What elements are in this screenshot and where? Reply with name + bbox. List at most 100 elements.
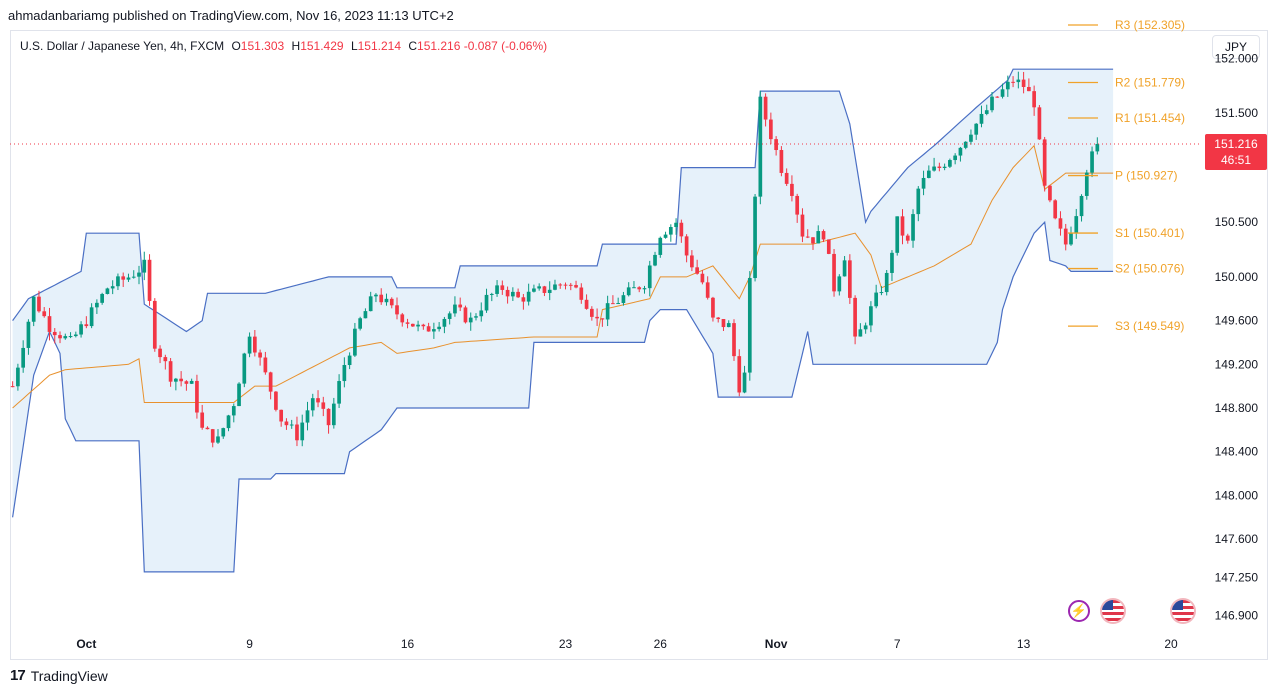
candle-body (258, 352, 262, 358)
footer-brand-name: TradingView (30, 667, 108, 684)
channel-upper-line (12, 68, 1114, 333)
candle-body (110, 286, 115, 289)
candle-body (468, 317, 473, 323)
candle-body (700, 273, 705, 283)
candle-body (695, 267, 699, 274)
candle-body (711, 297, 715, 318)
chart-frame (10, 30, 1268, 660)
channel-fill (12, 69, 1114, 572)
candle-body (89, 307, 94, 327)
candle-body (347, 355, 352, 366)
candle-body (584, 299, 589, 309)
candle-body (948, 160, 952, 167)
last-price-tag-value: 151.216 (1214, 137, 1258, 151)
candle-body (568, 284, 573, 286)
candle-body (1048, 185, 1052, 201)
candle-body (774, 139, 778, 151)
candle-body (563, 284, 568, 286)
x-axis-tick-label: Nov (765, 637, 788, 651)
candle-body (500, 285, 505, 290)
candle-body (800, 214, 805, 237)
candle-body (1074, 216, 1079, 233)
candle-body (758, 96, 763, 197)
candle-body (226, 415, 231, 429)
candle-body (358, 318, 362, 329)
candle-body (621, 295, 626, 304)
candle-body (763, 96, 768, 120)
candle-body (600, 318, 605, 320)
low-value: 151.214 (357, 39, 402, 53)
footer-brand[interactable]: 17 TradingView (10, 667, 108, 684)
open-label: O (231, 39, 241, 53)
us-flag-icon[interactable] (1102, 600, 1124, 622)
candle-body (884, 272, 889, 293)
candle-body (779, 150, 784, 173)
candle-body (131, 276, 136, 278)
candle-body (84, 324, 89, 327)
candle-body (300, 422, 305, 441)
candle-body (900, 216, 905, 236)
candle-body (484, 294, 489, 311)
candle-body (253, 336, 257, 353)
candle-body (679, 222, 684, 237)
candle-body (58, 335, 62, 339)
candle-body (769, 119, 773, 140)
candle-body (121, 276, 126, 280)
candle-body (1084, 172, 1089, 196)
y-axis-tick-label: 148.400 (1215, 445, 1259, 459)
candle-body (726, 323, 731, 328)
candle-body (589, 308, 594, 317)
open-value: 151.303 (240, 39, 285, 53)
candle-body (221, 428, 226, 437)
candle-body (516, 291, 520, 298)
candle-body (874, 292, 879, 307)
candle-body (152, 300, 157, 349)
candle-body (674, 222, 678, 228)
candle-body (653, 254, 657, 266)
y-axis-tick-label: 148.000 (1215, 488, 1259, 502)
candle-body (647, 265, 652, 289)
candle-body (326, 408, 331, 426)
candle-body (805, 236, 810, 238)
candle-body (432, 329, 436, 332)
symbol-legend: U.S. Dollar / Japanese Yen, 4h, FXCM O15… (20, 39, 547, 53)
candle-body (247, 336, 252, 354)
candle-body (453, 304, 457, 314)
candle-body (410, 323, 415, 327)
candle-body (869, 306, 873, 326)
pivot-level-label: P (150.927) (1115, 169, 1178, 183)
candle-body (47, 316, 52, 332)
candle-body (1000, 89, 1005, 97)
candle-body (642, 288, 647, 290)
lightning-icon[interactable]: ⚡ (1068, 600, 1090, 622)
candle-body (863, 325, 868, 330)
candle-body (511, 291, 515, 297)
candle-body (1090, 151, 1094, 173)
candle-body (663, 234, 668, 238)
candle-body (1079, 195, 1084, 217)
candle-body (437, 326, 441, 330)
candle-body (1063, 228, 1068, 245)
candle-body (242, 353, 247, 384)
candle-body (990, 96, 994, 111)
y-axis-tick-label: 152.000 (1215, 51, 1259, 65)
symbol-name[interactable]: U.S. Dollar / Japanese Yen, 4h, FXCM (20, 39, 225, 53)
candle-body (295, 424, 299, 441)
candle-body (532, 288, 536, 292)
us-flag-icon[interactable] (1172, 600, 1194, 622)
candle-body (579, 287, 584, 300)
candle-body (1005, 81, 1010, 90)
candle-body (52, 331, 57, 336)
currency-button[interactable]: JPY (1212, 35, 1260, 59)
candle-body (174, 378, 178, 382)
candle-body (395, 305, 399, 315)
candle-body (426, 326, 431, 332)
candle-body (374, 294, 378, 297)
candle-body (421, 324, 426, 327)
candle-body (200, 412, 205, 428)
candle-body (526, 291, 531, 302)
candle-body (547, 289, 552, 293)
candle-body (105, 288, 110, 294)
candle-body (737, 356, 742, 393)
